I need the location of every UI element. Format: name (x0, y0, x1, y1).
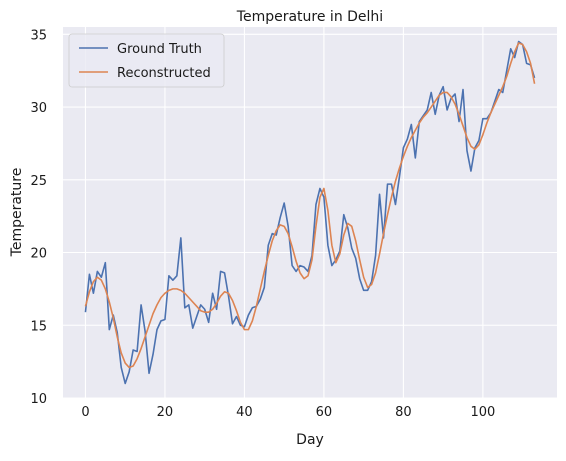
x-tick-label: 40 (236, 405, 253, 420)
y-tick-label: 35 (30, 28, 47, 43)
y-axis-label: Temperature (9, 168, 25, 258)
y-tick-label: 20 (30, 247, 47, 262)
x-axis-ticks: 0 20 40 60 80 100 (81, 405, 495, 420)
grid-lines (63, 27, 557, 399)
chart-title: Temperature in Delhi (236, 9, 383, 25)
x-tick-label: 0 (81, 405, 89, 420)
y-tick-label: 15 (30, 319, 47, 334)
x-tick-label: 60 (316, 405, 333, 420)
y-tick-label: 10 (30, 392, 47, 407)
y-tick-label: 30 (30, 101, 47, 116)
x-tick-label: 20 (157, 405, 174, 420)
x-axis-label: Day (296, 432, 324, 448)
series-line-reconstructed (84, 42, 536, 369)
y-axis-ticks: 10 15 20 25 30 35 (30, 28, 47, 407)
x-tick-label: 80 (395, 405, 412, 420)
legend-label-reconstructed: Reconstructed (117, 66, 211, 81)
legend: Ground Truth Reconstructed (68, 33, 225, 88)
y-tick-label: 25 (30, 174, 47, 189)
legend-label-ground-truth: Ground Truth (117, 42, 202, 57)
series-layer (84, 40, 536, 385)
x-tick-label: 100 (470, 405, 495, 420)
